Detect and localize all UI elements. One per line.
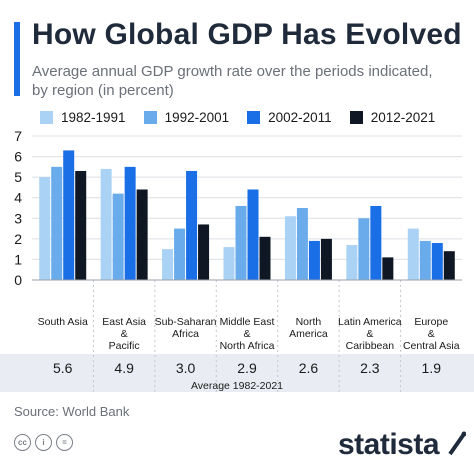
bar [162,249,174,280]
bar [382,257,394,280]
bar [223,247,235,280]
bar [112,193,124,280]
category-label: Caribbean [346,340,395,352]
bar [100,168,112,280]
bar [174,228,186,280]
bar [63,150,75,280]
bar [346,245,358,280]
y-tick-label: 2 [14,231,22,247]
category-label: & [243,328,250,340]
category-label: & [366,328,373,340]
category-label: Central Asia [403,340,460,352]
averages-band [0,354,474,392]
category-label: Latin America [338,316,402,328]
chart-title: How Global GDP Has Evolved [32,18,462,51]
average-value: 2.3 [360,360,380,376]
legend-item: 1992-2001 [143,109,230,125]
by-icon: i [35,434,52,451]
bar [39,177,51,280]
category-label: & [428,328,435,340]
legend-label: 1992-2001 [164,109,230,125]
bar [51,166,63,280]
average-value: 1.9 [422,360,442,376]
average-value: 2.9 [237,360,257,376]
bar [198,224,210,280]
average-value: 4.9 [114,360,134,376]
bar [419,240,431,280]
average-value: 5.6 [53,360,73,376]
average-value: 2.6 [299,360,319,376]
bar [284,216,296,280]
bar [124,166,136,280]
category-label: South Asia [38,316,88,328]
category-label: & [121,328,128,340]
bar [136,189,148,280]
bar [320,238,332,280]
average-value: 3.0 [176,360,196,376]
bar [247,189,259,280]
legend-item: 2002-2011 [247,110,332,125]
averages-label: Average 1982-2021 [191,380,283,392]
category-label: America [289,328,328,340]
brand-logo: statista [338,428,440,461]
category-label: Africa [172,328,199,340]
bar [370,205,382,280]
legend-label: 2012-2021 [370,109,436,125]
category-label: Europe [414,316,448,328]
legend-swatch [40,110,53,124]
category-label: East Asia [102,316,146,328]
bar [75,170,87,280]
brand-mark-icon [448,431,466,456]
bar [235,205,247,280]
bar [407,228,419,280]
legend-item: 1982-1991 [40,110,126,125]
category-label: North [296,316,322,328]
legend-label: 2002-2011 [268,109,332,125]
bar [186,170,198,280]
legend-swatch [247,110,261,124]
equals-icon: = [56,434,73,451]
title-accent-bar [14,22,20,96]
y-tick-label: 3 [14,210,22,226]
bar [259,236,271,280]
y-tick-label: 5 [14,169,22,185]
bar [296,208,308,280]
cc-icon: cc [14,434,31,451]
y-tick-label: 7 [14,130,22,144]
category-label: Middle East [220,316,275,328]
category-label: Pacific [109,340,140,352]
chart-subtitle: Average annual GDP growth rate over the … [32,63,433,99]
chart-legend: 1982-1991 1992-2001 2002-2011 2012-2021 [40,106,470,128]
category-label: North Africa [220,340,275,352]
legend-swatch [349,110,363,124]
source-note: Source: World Bank [14,404,130,419]
legend-item: 2012-2021 [349,109,436,125]
bar [443,251,455,280]
legend-label: 1982-1991 [61,109,126,125]
bar [431,242,443,280]
y-tick-label: 4 [14,190,22,206]
y-tick-label: 0 [14,272,22,288]
bar [358,218,370,280]
license-icons: cc i = [14,434,77,451]
legend-swatch [143,110,157,124]
y-tick-label: 6 [14,149,22,165]
y-tick-label: 1 [14,251,22,267]
category-label: Sub-Saharan [155,316,217,328]
bar [308,240,320,280]
